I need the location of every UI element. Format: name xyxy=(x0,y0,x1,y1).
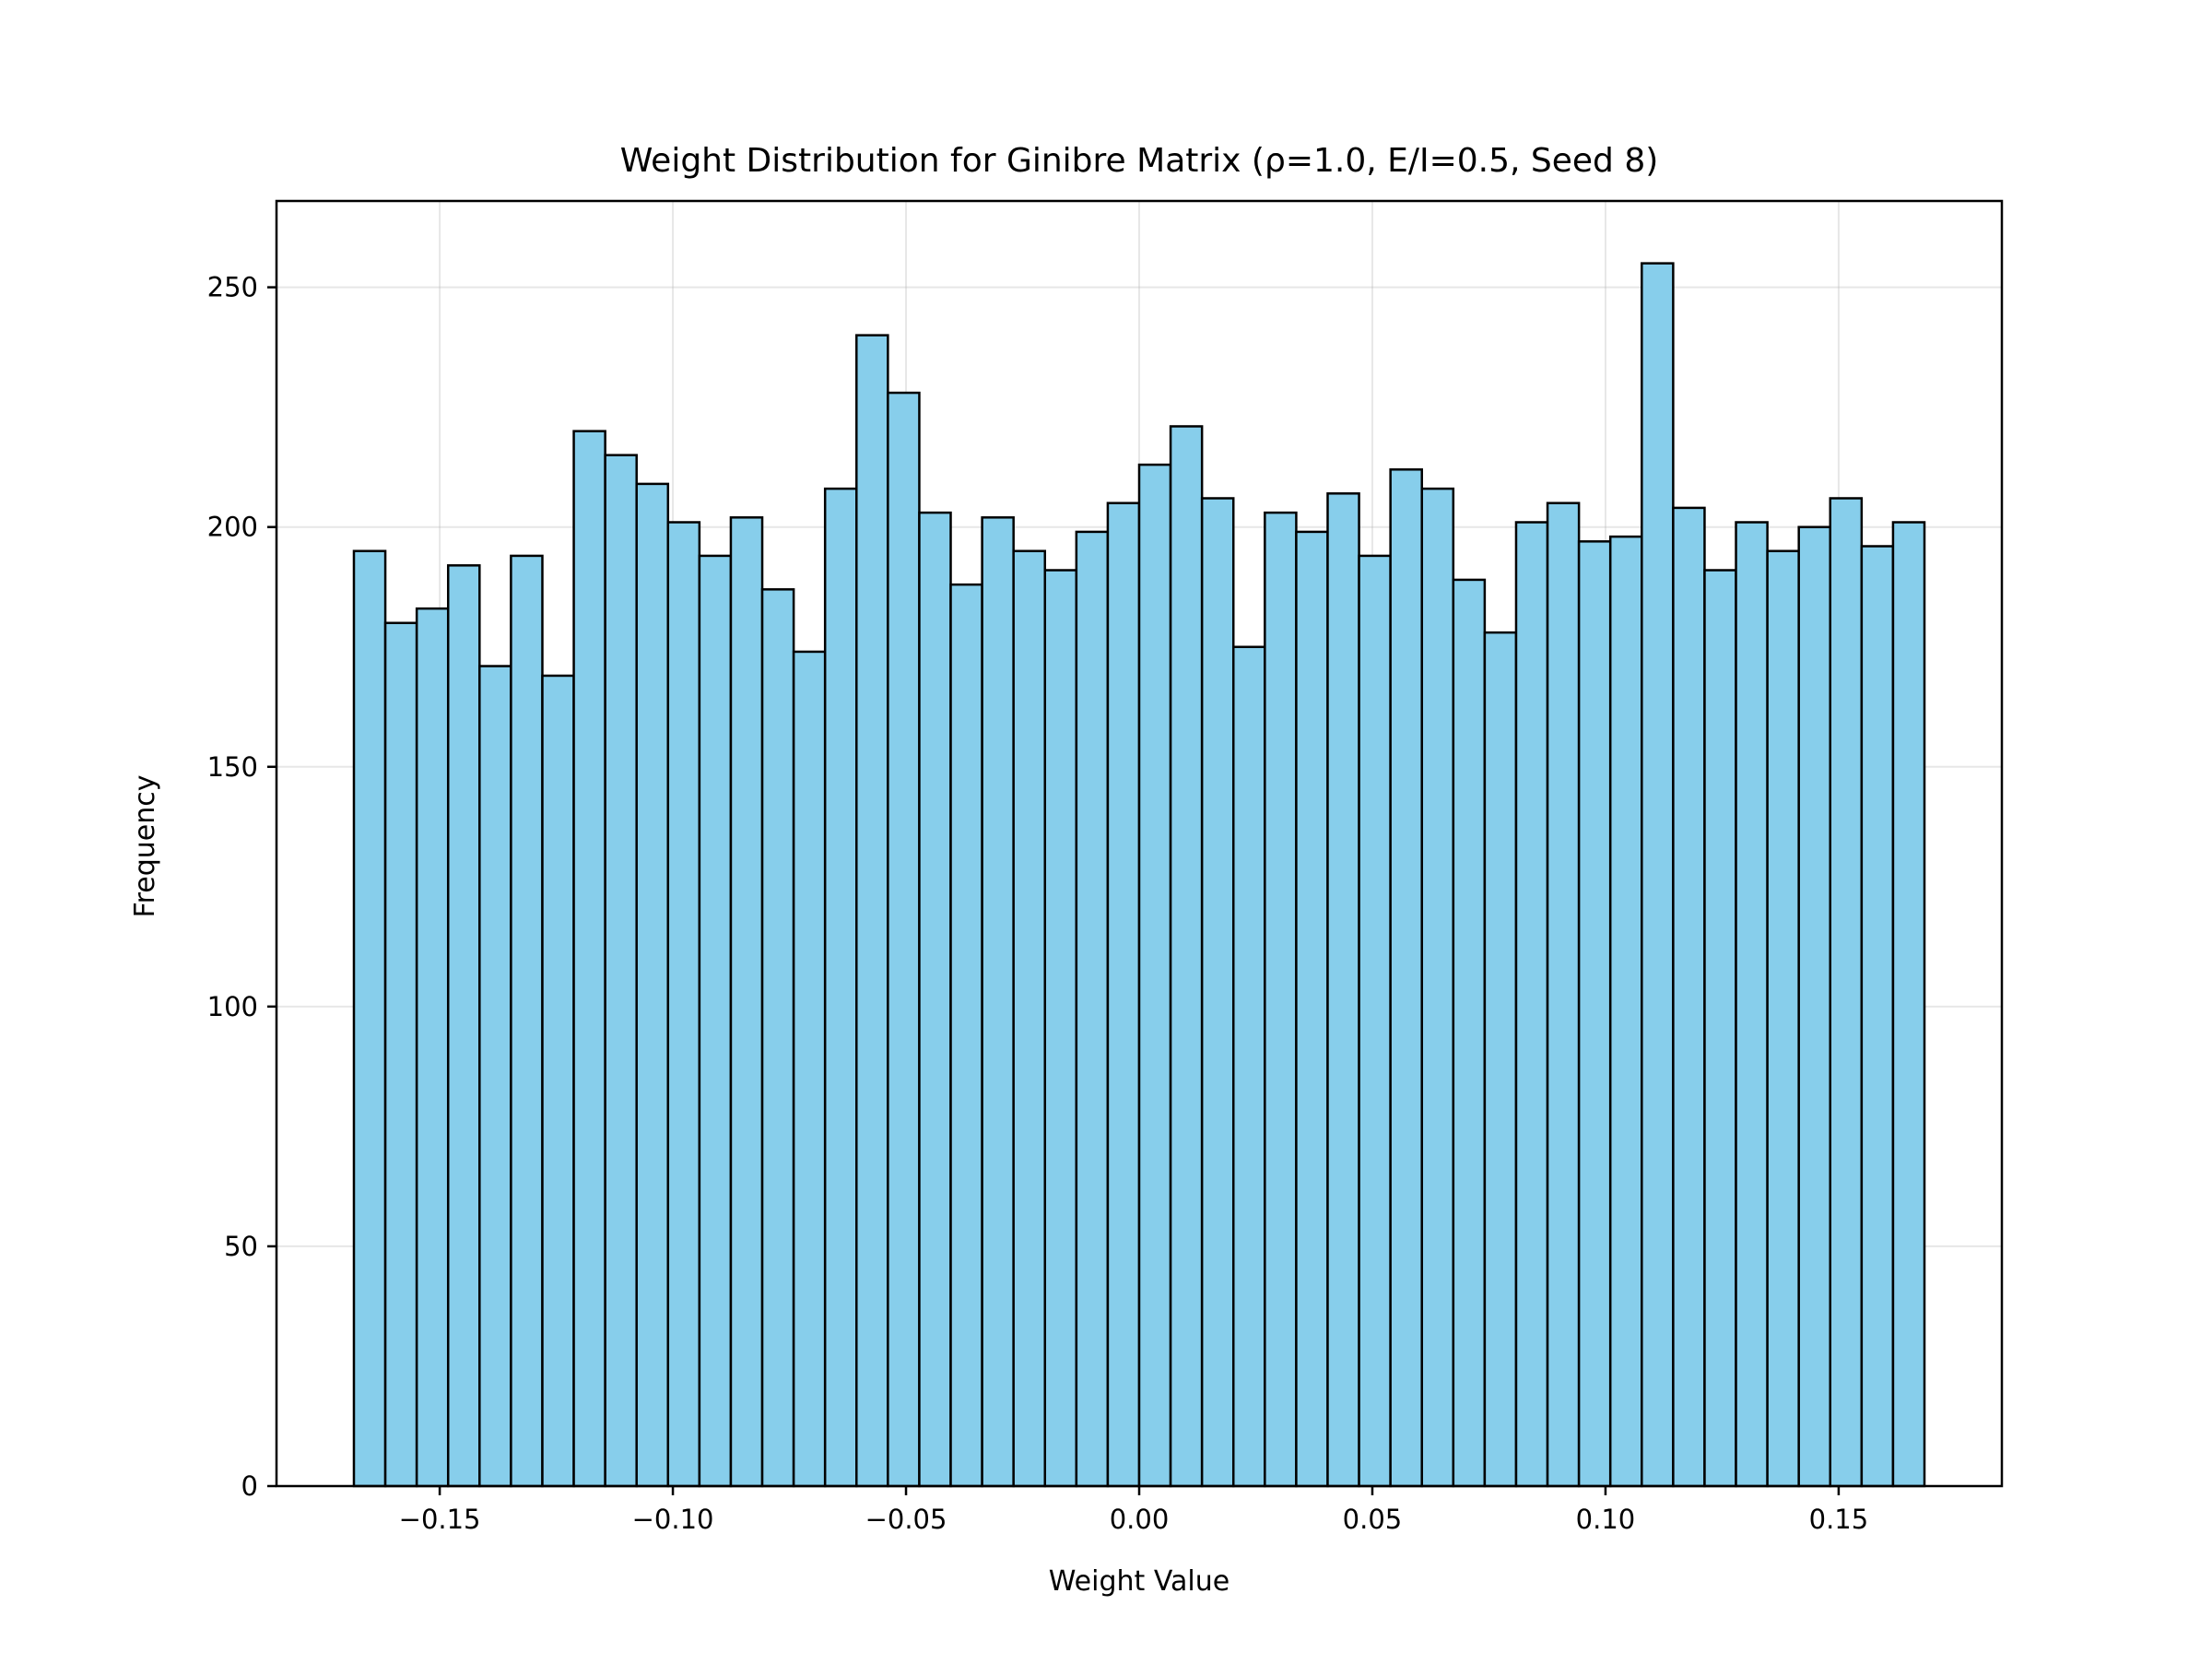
histogram-bar xyxy=(1200,497,1235,1488)
histogram-bar xyxy=(604,454,638,1488)
histogram-bars xyxy=(352,262,1926,1488)
histogram-bar xyxy=(1672,506,1706,1488)
histogram-bar xyxy=(383,621,418,1488)
histogram-bar xyxy=(1326,492,1360,1488)
histogram-bar xyxy=(1829,497,1864,1488)
histogram-bar xyxy=(918,511,952,1488)
histogram-bar xyxy=(823,487,858,1488)
histogram-bar xyxy=(1420,487,1455,1488)
x-tick-label: −0.10 xyxy=(632,1504,714,1535)
histogram-bar xyxy=(1546,502,1581,1488)
y-tick-label: 150 xyxy=(207,751,258,783)
histogram-bar xyxy=(1860,545,1895,1488)
histogram-bar xyxy=(446,564,481,1488)
x-tick-label: 0.10 xyxy=(1576,1504,1636,1535)
x-axis-ticks: −0.15 −0.10 −0.05 0.00 0.05 0.10 0.15 xyxy=(399,1486,1869,1535)
histogram-bar xyxy=(1452,578,1487,1488)
x-tick-label: −0.05 xyxy=(865,1504,947,1535)
histogram-bar xyxy=(855,334,889,1488)
histogram-bar xyxy=(760,588,795,1488)
histogram-bar xyxy=(1797,525,1832,1488)
histogram-bar xyxy=(1389,468,1423,1488)
x-tick-label: 0.00 xyxy=(1110,1504,1170,1535)
histogram-bar xyxy=(1483,631,1518,1488)
y-tick-label: 0 xyxy=(241,1470,258,1502)
histogram-bar xyxy=(887,391,921,1488)
histogram-bar xyxy=(949,583,983,1488)
histogram-bar xyxy=(1577,540,1612,1488)
histogram-bar xyxy=(666,521,701,1488)
histogram-bar xyxy=(1169,425,1204,1488)
histogram-bar xyxy=(1358,554,1392,1488)
histogram-bar xyxy=(1231,645,1266,1488)
x-tick-label: 0.05 xyxy=(1343,1504,1403,1535)
y-tick-label: 50 xyxy=(224,1231,258,1262)
histogram-bar xyxy=(1766,549,1800,1488)
histogram-bar xyxy=(415,607,450,1488)
histogram-bar xyxy=(1075,530,1110,1488)
y-axis-ticks: 0 50 100 150 200 250 xyxy=(207,272,276,1502)
histogram-bar xyxy=(698,554,733,1488)
y-axis-label: Frequency xyxy=(129,775,161,918)
histogram-bar xyxy=(1891,521,1926,1488)
histogram-bar xyxy=(352,549,387,1488)
histogram-bar xyxy=(1043,569,1078,1488)
histogram-bar xyxy=(478,665,512,1488)
histogram-bar xyxy=(635,482,670,1488)
histogram-bar xyxy=(981,516,1015,1488)
y-tick-label: 200 xyxy=(207,512,258,543)
histogram-bar xyxy=(1703,569,1737,1488)
histogram-bar xyxy=(1608,535,1643,1488)
histogram-bar xyxy=(792,650,827,1488)
x-tick-label: −0.15 xyxy=(399,1504,481,1535)
histogram-bar xyxy=(1106,502,1141,1488)
histogram-bar xyxy=(1264,511,1298,1488)
histogram-bar xyxy=(572,430,606,1488)
histogram-bar xyxy=(1295,530,1329,1488)
y-tick-label: 250 xyxy=(207,272,258,303)
histogram-bar xyxy=(1641,262,1675,1488)
histogram-bar xyxy=(1514,521,1549,1488)
histogram-bar xyxy=(1012,549,1047,1488)
x-tick-label: 0.15 xyxy=(1809,1504,1869,1535)
histogram-bar xyxy=(541,674,575,1488)
histogram-bar xyxy=(1735,521,1769,1488)
histogram-bar xyxy=(1137,463,1172,1488)
chart-title: Weight Distribution for Ginibre Matrix (… xyxy=(620,142,1659,180)
histogram-bar xyxy=(510,554,544,1488)
x-axis-label: Weight Value xyxy=(1049,1565,1230,1598)
y-tick-label: 100 xyxy=(207,991,258,1022)
histogram-bar xyxy=(729,516,764,1488)
